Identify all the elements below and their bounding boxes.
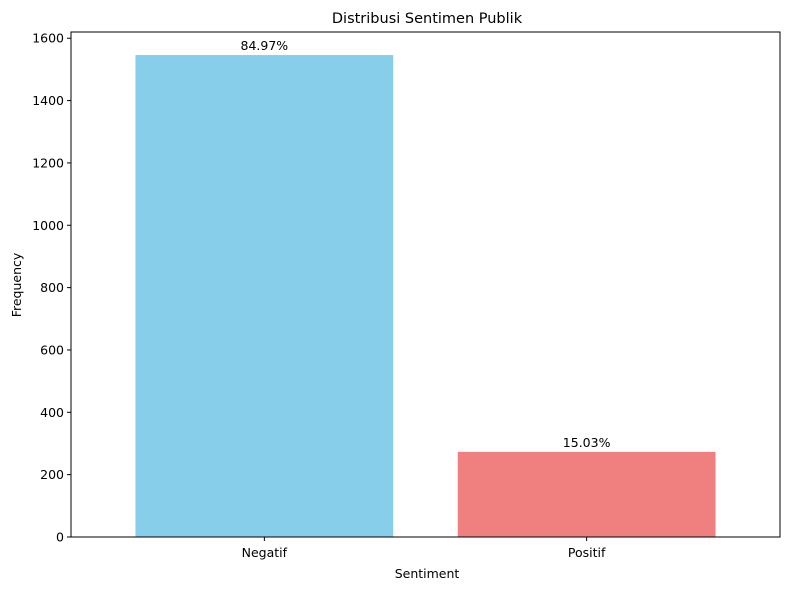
x-axis-ticks: Negatif Positif [242, 537, 606, 560]
bar-negatif [135, 55, 394, 537]
bar-value-label: 84.97% [241, 38, 289, 53]
y-tick-label: 1600 [32, 31, 64, 46]
y-tick-label: 0 [56, 530, 64, 545]
y-tick-label: 1200 [32, 155, 64, 170]
y-tick-label: 400 [40, 405, 64, 420]
y-axis-ticks: 0 200 400 600 800 1000 1200 1400 1600 [32, 31, 71, 545]
chart-title: Distribusi Sentimen Publik [332, 11, 523, 27]
bar-positif [457, 451, 716, 537]
y-tick-label: 600 [40, 342, 64, 357]
y-tick-label: 1000 [32, 218, 64, 233]
x-axis-label: Sentiment [395, 566, 460, 581]
bars-group [135, 55, 716, 537]
bar-value-label: 15.03% [563, 435, 611, 450]
y-tick-label: 200 [40, 467, 64, 482]
y-tick-label: 800 [40, 280, 64, 295]
x-tick-label: Positif [568, 545, 606, 560]
y-axis-label: Frequency [9, 252, 24, 317]
bar-value-labels: 84.97% 15.03% [241, 38, 611, 450]
plot-frame [70, 31, 781, 538]
y-tick-label: 1400 [32, 93, 64, 108]
x-tick-label: Negatif [242, 545, 288, 560]
